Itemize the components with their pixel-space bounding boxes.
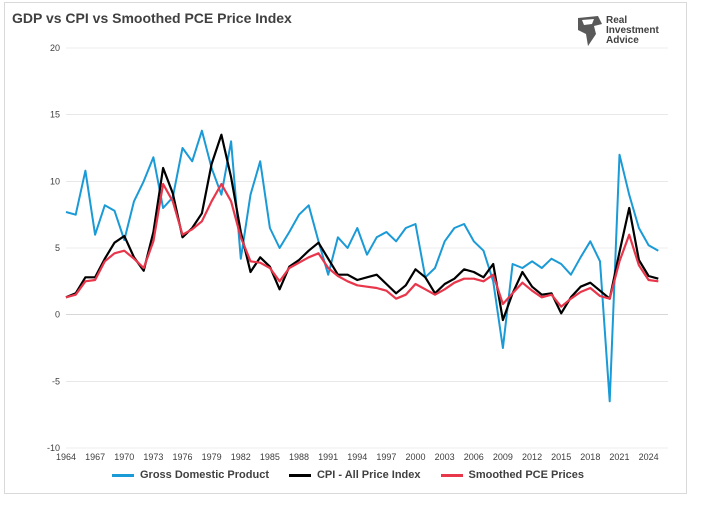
legend-item-gdp: Gross Domestic Product [112, 469, 269, 481]
x-tick-label: 2015 [551, 452, 571, 462]
grid-lines [66, 47, 668, 449]
brand-logo: Real Investment Advice [576, 16, 686, 50]
y-tick-label: 0 [55, 310, 60, 320]
legend-item-cpi: CPI - All Price Index [288, 469, 421, 481]
series-lines [65, 129, 659, 403]
x-tick-label: 1967 [85, 452, 105, 462]
legend-label-gdp: Gross Domestic Product [140, 469, 269, 481]
x-tick-label: 1985 [260, 452, 280, 462]
y-tick-label: 10 [50, 176, 60, 186]
chart-title: GDP vs CPI vs Smoothed PCE Price Index [12, 10, 292, 26]
x-tick-label: 1973 [143, 452, 163, 462]
x-tick-label: 1979 [202, 452, 222, 462]
x-tick-label: 2018 [580, 452, 600, 462]
x-tick-label: 2021 [609, 452, 629, 462]
x-tick-label: 1991 [318, 452, 338, 462]
x-tick-label: 2003 [435, 452, 455, 462]
x-axis-ticks: 1964 1967 1970 1973 1976 1979 1982 1985 1988 1991… [56, 452, 659, 462]
legend: Gross Domestic Product CPI - All Price I… [112, 469, 584, 481]
x-tick-label: 1994 [347, 452, 367, 462]
logo-line-1: Real [606, 15, 628, 26]
legend-item-pce: Smoothed PCE Prices [440, 469, 585, 481]
x-tick-label: 2006 [464, 452, 484, 462]
legend-swatch-pce [440, 473, 463, 477]
x-tick-label: 1997 [376, 452, 396, 462]
x-tick-label: 1964 [56, 452, 76, 462]
series-line-gdp [65, 129, 659, 403]
legend-label-cpi: CPI - All Price Index [316, 469, 421, 481]
y-tick-label: 15 [50, 110, 60, 120]
y-tick-label: -10 [47, 443, 60, 453]
logo-line-3: Advice [606, 35, 639, 46]
legend-swatch-gdp [112, 473, 134, 477]
x-tick-label: 2009 [493, 452, 513, 462]
legend-swatch-cpi [288, 473, 311, 477]
series-line-cpi [65, 133, 659, 322]
legend-label-pce: Smoothed PCE Prices [468, 469, 585, 481]
y-tick-label: -5 [52, 376, 60, 386]
x-tick-label: 1988 [289, 452, 309, 462]
y-tick-label: 20 [50, 43, 60, 53]
x-tick-label: 1976 [173, 452, 193, 462]
x-tick-label: 1970 [114, 452, 134, 462]
series-line-pce [65, 182, 659, 308]
logo-text: Real Investment Advice [606, 16, 659, 46]
y-axis-ticks: 20 15 10 5 0 -5 -10 [47, 43, 60, 453]
eagle-head-icon [578, 16, 602, 46]
logo-line-2: Investment [606, 25, 659, 36]
x-tick-label: 2000 [406, 452, 426, 462]
x-tick-label: 2012 [522, 452, 542, 462]
x-tick-label: 2024 [639, 452, 659, 462]
x-tick-label: 1982 [231, 452, 251, 462]
y-tick-label: 5 [55, 243, 60, 253]
